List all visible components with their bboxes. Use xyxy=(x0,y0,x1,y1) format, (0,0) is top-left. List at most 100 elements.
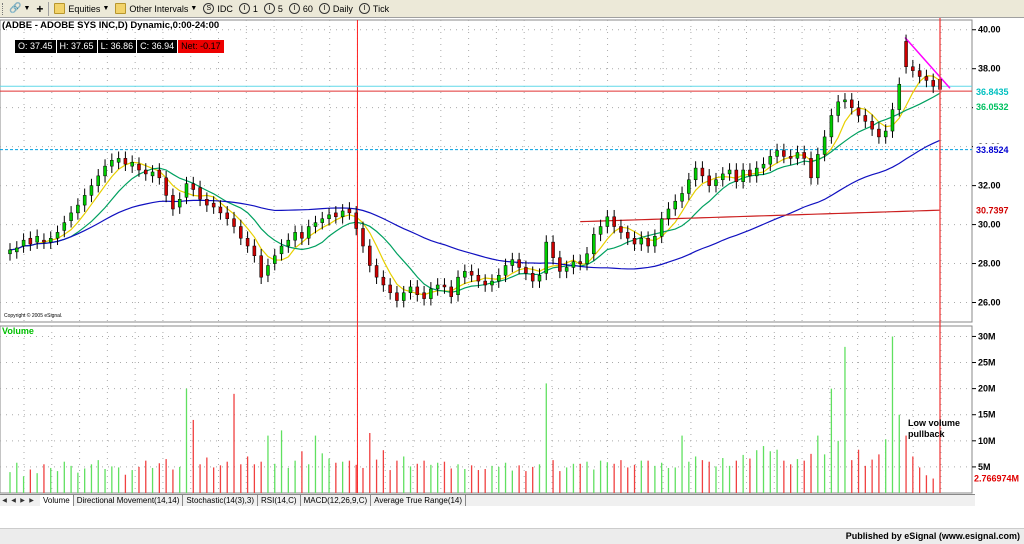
candle-body xyxy=(42,239,46,243)
candle-body xyxy=(592,234,596,255)
downtrend-line xyxy=(904,37,951,89)
low-value: L: 36.86 xyxy=(97,40,137,53)
candle-body xyxy=(368,245,372,266)
tab-directional-movement[interactable]: Directional Movement(14,14) xyxy=(74,495,184,506)
candle-body xyxy=(890,109,895,132)
price-pane-border xyxy=(0,19,973,323)
candle-body xyxy=(598,226,603,235)
ma-red-line xyxy=(580,209,941,223)
candle-body xyxy=(809,158,813,179)
interval-tick-button[interactable]: I Tick xyxy=(356,1,392,17)
tab-next-icon[interactable]: ▶ xyxy=(29,497,34,504)
candle-body xyxy=(225,212,229,219)
candle-body xyxy=(782,150,786,157)
price-tag-bg xyxy=(973,85,1023,98)
price-chart[interactable]: 40.0038.0036.0034.0032.0030.0028.0026.00… xyxy=(0,18,1024,494)
candle-body xyxy=(205,199,209,206)
candle-body xyxy=(775,150,779,157)
candle-body xyxy=(734,169,739,182)
candle-body xyxy=(320,218,325,223)
volume-pane-border xyxy=(0,325,973,494)
other-intervals-button[interactable]: Other Intervals ▼ xyxy=(112,1,200,17)
candle-body xyxy=(707,175,711,186)
candle-body xyxy=(422,292,426,299)
candle-body xyxy=(286,239,291,247)
tab-rsi[interactable]: RSI(14,C) xyxy=(258,495,301,506)
candle-body xyxy=(116,158,121,163)
candle-body xyxy=(558,257,562,272)
interval-icon: I xyxy=(238,3,250,14)
price-tag-label: 33.8524 xyxy=(976,145,1009,155)
candle-body xyxy=(150,171,155,177)
ohlc-readout: O: 37.45 H: 37.65 L: 36.86 C: 36.94 Net:… xyxy=(15,40,225,53)
candle-body xyxy=(544,241,549,274)
candlesticks xyxy=(8,34,942,308)
candle-body xyxy=(497,274,501,282)
ma-blue-line xyxy=(9,139,941,270)
price-axis: 40.0038.0036.0034.0032.0030.0028.0026.00… xyxy=(972,25,1023,484)
idc-button[interactable]: S IDC xyxy=(200,1,236,17)
interval-daily-label: Daily xyxy=(332,3,353,14)
volume-tick-label: 15M xyxy=(978,410,996,420)
candle-body xyxy=(517,259,521,268)
candle-body xyxy=(198,187,202,200)
link-button[interactable]: 🔗 ▼ xyxy=(9,3,31,14)
price-tag-label: 36.0532 xyxy=(976,102,1009,112)
candle-body xyxy=(21,239,26,247)
net-value: Net: -0.17 xyxy=(178,40,224,53)
candle-body xyxy=(279,245,284,255)
footer: Published by eSignal (www.esignal.com) xyxy=(0,528,1024,544)
candle-body xyxy=(483,280,487,286)
interval-60-label: 60 xyxy=(302,3,313,14)
candle-body xyxy=(374,265,379,278)
candle-body xyxy=(822,136,827,155)
folder-icon xyxy=(54,3,66,14)
volume-title: Volume xyxy=(2,326,34,336)
tab-volume[interactable]: Volume xyxy=(40,495,74,506)
candle-body xyxy=(850,99,854,108)
price-tick-label: 30.00 xyxy=(978,220,1001,230)
candle-body xyxy=(300,232,304,239)
chart-grid xyxy=(0,19,973,494)
interval-60-button[interactable]: I 60 xyxy=(286,1,316,17)
price-tick-label: 32.00 xyxy=(978,181,1001,191)
candle-body xyxy=(917,70,922,77)
folder-icon xyxy=(115,3,127,14)
tab-prev-icon[interactable]: ◀ xyxy=(11,497,16,504)
candle-body xyxy=(564,267,569,272)
tab-macd[interactable]: MACD(12,26,9,C) xyxy=(301,495,372,506)
price-tag-label: 36.8435 xyxy=(976,87,1009,97)
add-button[interactable]: + xyxy=(33,1,46,17)
candle-body xyxy=(259,255,263,278)
candle-body xyxy=(252,245,257,257)
tab-atr[interactable]: Average True Range(14) xyxy=(371,495,467,506)
candle-body xyxy=(272,255,277,264)
equities-button[interactable]: Equities ▼ xyxy=(51,1,112,17)
tab-stochastic[interactable]: Stochastic(14(3),3) xyxy=(183,495,258,506)
candle-body xyxy=(673,200,678,210)
candle-body xyxy=(408,286,413,294)
candle-body xyxy=(768,156,773,165)
interval-icon: I xyxy=(263,3,275,14)
reference-lines xyxy=(0,20,972,493)
candle-body xyxy=(55,232,60,239)
candle-body xyxy=(687,179,691,194)
chart-title: (ADBE - ADOBE SYS INC,D) Dynamic,0:00-24… xyxy=(2,20,220,31)
tab-next-icon[interactable]: ▶ xyxy=(20,497,25,504)
close-value: C: 36.94 xyxy=(137,40,178,53)
price-tag-bg xyxy=(973,143,1023,156)
candle-body xyxy=(415,286,420,295)
tab-prev-icon[interactable]: ◀ xyxy=(2,497,7,504)
candle-body xyxy=(883,130,888,138)
candle-body xyxy=(714,179,718,186)
idc-label: IDC xyxy=(217,3,233,14)
price-tag-label: 30.7397 xyxy=(976,206,1009,216)
candle-body xyxy=(904,41,908,68)
interval-daily-button[interactable]: I Daily xyxy=(316,1,356,17)
interval-icon: I xyxy=(288,3,300,14)
price-tag-bg xyxy=(973,204,1023,217)
candle-body xyxy=(476,274,481,282)
candle-body xyxy=(897,84,902,110)
